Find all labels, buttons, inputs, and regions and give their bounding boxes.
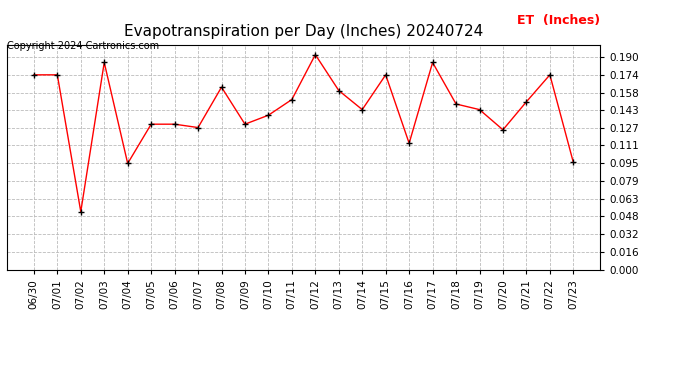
Text: Copyright 2024 Cartronics.com: Copyright 2024 Cartronics.com — [7, 41, 159, 51]
Text: ET  (Inches): ET (Inches) — [518, 14, 600, 27]
Text: Evapotranspiration per Day (Inches) 20240724: Evapotranspiration per Day (Inches) 2024… — [124, 24, 483, 39]
